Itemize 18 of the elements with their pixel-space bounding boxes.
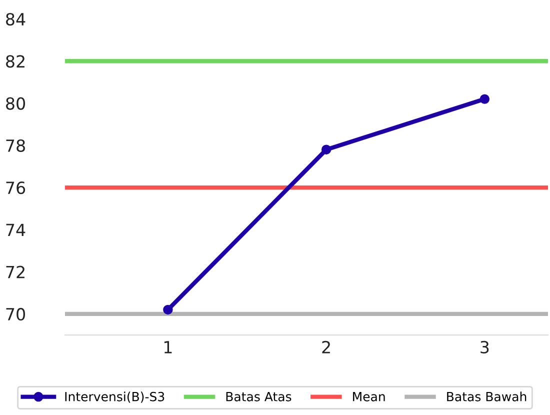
y-tick-label: 76 (6, 181, 26, 194)
legend-label: Batas Atas (226, 392, 292, 402)
legend-label: Batas Bawah (447, 392, 526, 402)
point (163, 304, 173, 315)
y-tick-label: 72 (6, 266, 24, 278)
legend-label: Intervensi(B)-S3 (65, 392, 164, 403)
point (480, 94, 490, 104)
legend-label: Mean (353, 392, 385, 402)
point (321, 144, 332, 154)
x-tick-label: 1 (164, 341, 172, 354)
y-tick-label: 78 (6, 139, 25, 152)
y-tick-label: 80 (6, 97, 26, 110)
y-tick-label: 82 (6, 55, 24, 68)
x-tick-label: 3 (480, 340, 489, 354)
x-tick-label: 2 (322, 340, 330, 354)
y-tick-label: 84 (6, 12, 26, 26)
y-tick-label: 74 (6, 224, 26, 236)
y-tick-label: 70 (6, 308, 26, 320)
